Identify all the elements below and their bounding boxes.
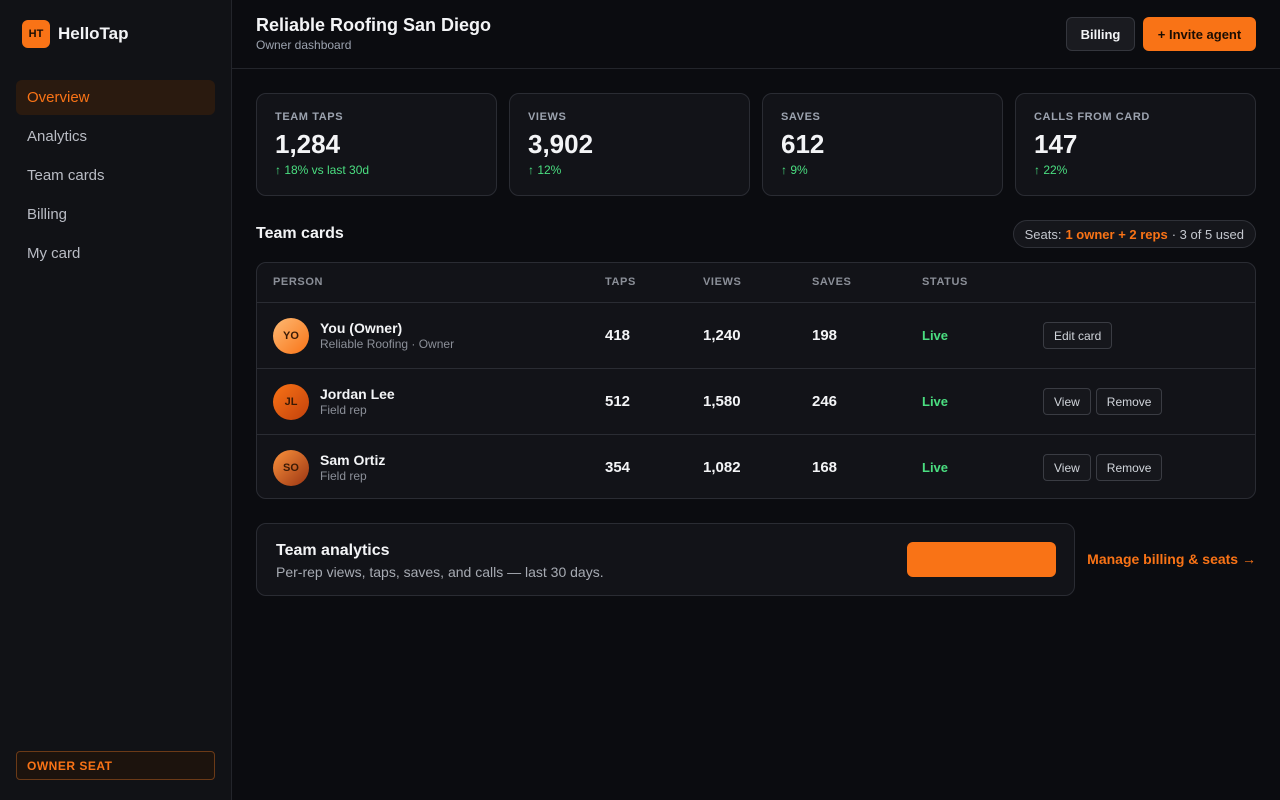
stat-value: 147 [1034,129,1078,159]
section-title: Team cards [256,225,344,242]
person-name: Jordan Lee [320,386,395,402]
analytics-button[interactable] [907,542,1056,577]
avatar: JL [273,384,309,420]
views-cell: 1,580 [703,393,741,410]
stat-value: 612 [781,129,825,159]
team-table: PERSON TAPS VIEWS SAVES STATUS YO You (Owner)… [256,262,1256,499]
page-subtitle: Owner dashboard [256,38,352,52]
nav-item[interactable]: Billing [27,206,68,223]
column-header: SAVES [812,276,852,288]
stat-card: TEAM TAPS 1,284 ↑ 18% vs last 30d [256,93,497,196]
brand: HelloTap [58,24,129,43]
stat-delta: ↑ 12% [528,163,562,177]
row-actions: View Remove [1043,388,1163,415]
logo[interactable]: HT HelloTap [22,20,129,48]
views-cell: 1,240 [703,327,741,344]
stat-label: SAVES [781,111,821,123]
stat-value: 1,284 [275,129,341,159]
action-button[interactable]: View [1043,388,1091,415]
billing-link[interactable]: Manage billing & seats → [1087,551,1256,567]
action-button[interactable]: Remove [1095,454,1163,481]
person-subtitle: Field rep [320,403,367,417]
action-button[interactable]: Remove [1095,388,1163,415]
saves-cell: 198 [812,327,838,344]
sidebar: HT HelloTap Overview Analytics Team cards B… [0,0,232,800]
stat-label: TEAM TAPS [275,111,344,123]
taps-cell: 512 [605,393,631,410]
stats: TEAM TAPS 1,284 ↑ 18% vs last 30d VIEWS 3,90… [256,93,1256,196]
seats-suffix: · 3 of 5 used [1171,226,1244,242]
nav-item[interactable]: Analytics [27,128,88,145]
column-header: STATUS [922,276,968,288]
taps-cell: 418 [605,327,631,344]
row-actions: Edit card [1043,322,1113,349]
stat-card: SAVES 612 ↑ 9% [762,93,1003,196]
seats-highlight: 1 owner + 2 reps [1065,226,1168,242]
column-header: TAPS [605,276,636,288]
avatar: YO [273,318,309,354]
owner-seat-badge: OWNER SEAT [16,751,215,780]
avatar: SO [273,450,309,486]
table-row: YO You (Owner) Reliable Roofing · Owner 418… [257,303,1255,369]
action-button[interactable]: View [1043,454,1091,481]
stat-delta: ↑ 22% [1034,163,1068,177]
stat-card: VIEWS 3,902 ↑ 12% [509,93,750,196]
table-row: JL Jordan Lee Field rep 512 1,580 246 Live View… [257,369,1255,435]
table-row: SO Sam Ortiz Field rep 354 1,082 168 Live View R… [257,435,1255,498]
stat-label: CALLS FROM CARD [1034,111,1150,123]
taps-cell: 354 [605,459,631,476]
person-subtitle: Reliable Roofing · Owner [320,337,455,351]
analytics-title: Team analytics [276,542,390,559]
status: Live [922,394,949,409]
stat-delta: ↑ 18% vs last 30d [275,163,370,177]
column-header: PERSON [273,276,324,288]
header: Reliable Roofing San Diego Owner dashboa… [232,0,1280,69]
analytics-text: Per-rep views, taps, saves, and calls — … [276,564,604,580]
page-title: Reliable Roofing San Diego [256,15,492,35]
saves-cell: 168 [812,459,838,476]
nav: Overview Analytics Team cards Billing My car… [16,80,215,275]
nav-item[interactable]: Overview [16,80,215,115]
person-subtitle: Field rep [320,469,367,483]
views-cell: 1,082 [703,459,741,476]
status: Live [922,460,949,475]
stat-card: CALLS FROM CARD 147 ↑ 22% [1015,93,1256,196]
stat-value: 3,902 [528,129,594,159]
row-actions: View Remove [1043,454,1163,481]
column-header: VIEWS [703,276,742,288]
logo-badge: HT [22,20,50,48]
saves-cell: 246 [812,393,838,410]
person-name: Sam Ortiz [320,452,386,468]
table-header: PERSON TAPS VIEWS SAVES STATUS [257,263,1255,303]
nav-item[interactable]: My card [27,245,81,262]
invite-button[interactable]: + Invite agent [1143,17,1256,51]
action-button[interactable]: Edit card [1043,322,1113,349]
seats-pill: Seats: 1 owner + 2 reps · 3 of 5 used [1012,220,1256,248]
status: Live [922,328,949,343]
billing-button[interactable]: Billing [1066,17,1135,51]
analytics-card: Team analytics Per-rep views, taps, save… [256,523,1075,596]
stat-delta: ↑ 9% [781,163,808,177]
stat-label: VIEWS [528,111,567,123]
seats-prefix: Seats: [1024,226,1062,242]
nav-item[interactable]: Team cards [27,167,105,184]
person-name: You (Owner) [320,320,403,336]
